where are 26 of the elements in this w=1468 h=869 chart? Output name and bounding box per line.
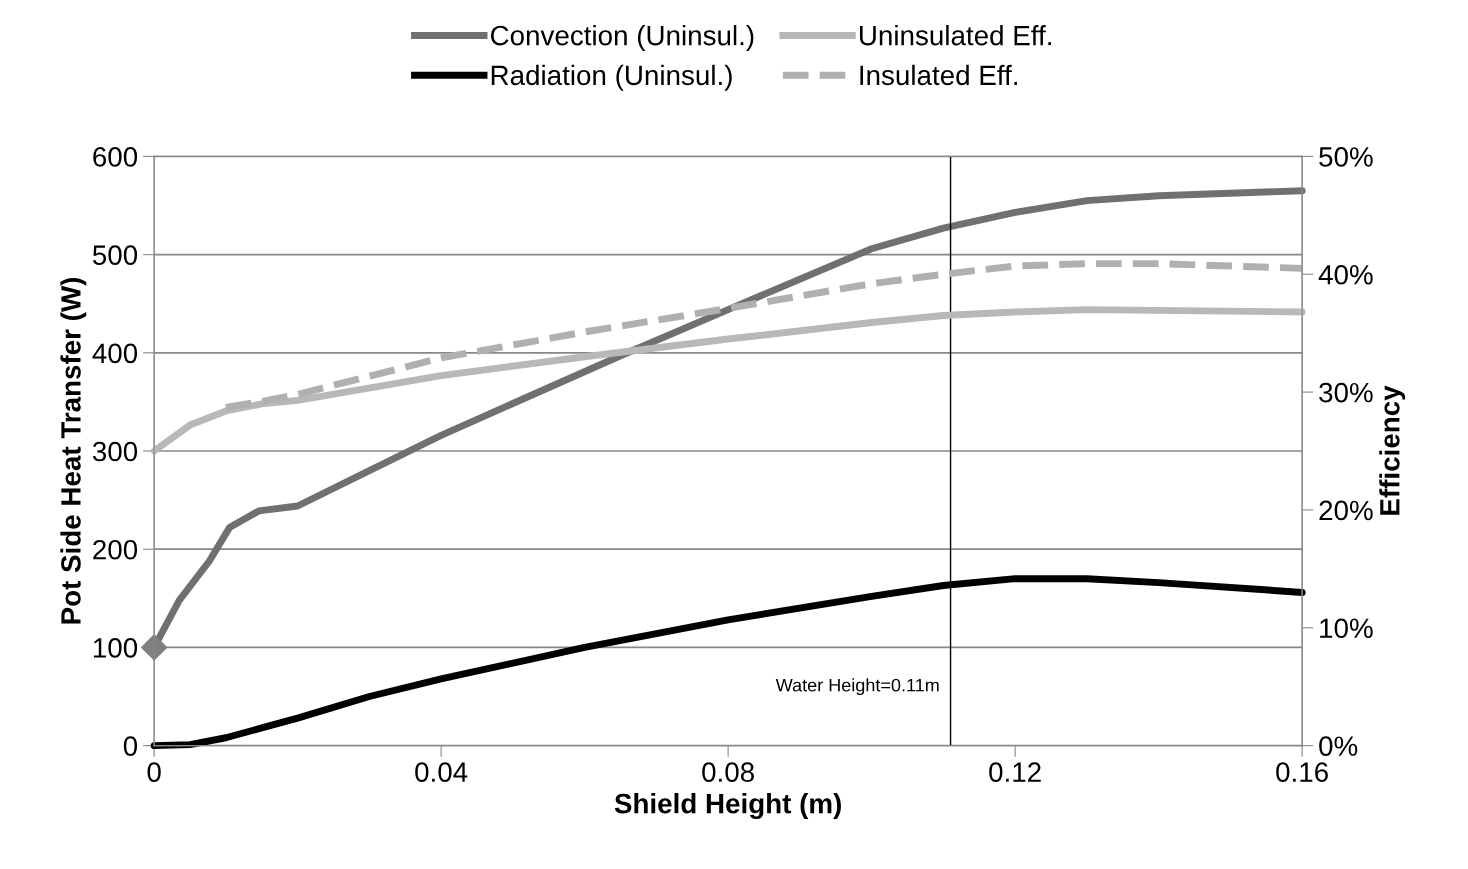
ref-line-label: Water Height=0.11m [775, 678, 939, 696]
y2-axis-title: Efficiency [1379, 385, 1406, 515]
y2-tick-label: 0% [1319, 736, 1358, 756]
x-tick-label: 0 [147, 762, 161, 782]
y-tick-label: 400 [92, 343, 138, 364]
x-axis-title: Shield Height (m) [614, 793, 841, 820]
y-tick-label: 200 [93, 539, 138, 560]
legend-label: Convection (Uninsul.) [490, 25, 754, 51]
x-tick-label: 0.04 [415, 762, 468, 782]
legend-label: Insulated Eff. [860, 64, 1017, 86]
y2-tick-label: 40% [1318, 264, 1373, 285]
y2-tick-label: 10% [1320, 618, 1373, 639]
x-tick-label: 0.16 [1276, 762, 1328, 782]
x-tick-label: 0.08 [702, 762, 754, 782]
y-tick-label: 300 [92, 441, 138, 462]
y2-tick-label: 50% [1319, 147, 1373, 167]
x-tick-label: 0.12 [989, 762, 1041, 782]
y2-tick-label: 30% [1319, 382, 1373, 403]
y-tick-label: 500 [92, 245, 138, 265]
y2-tick-label: 20% [1319, 500, 1373, 521]
y-tick-label: 600 [93, 147, 138, 167]
y-tick-label: 0 [123, 736, 138, 756]
legend-label: Uninsulated Eff. [860, 25, 1051, 46]
legend-label: Radiation (Uninsul.) [491, 64, 732, 91]
y-axis-title: Pot Side Heat Transfer (W) [60, 277, 87, 624]
y-tick-label: 100 [93, 638, 138, 658]
